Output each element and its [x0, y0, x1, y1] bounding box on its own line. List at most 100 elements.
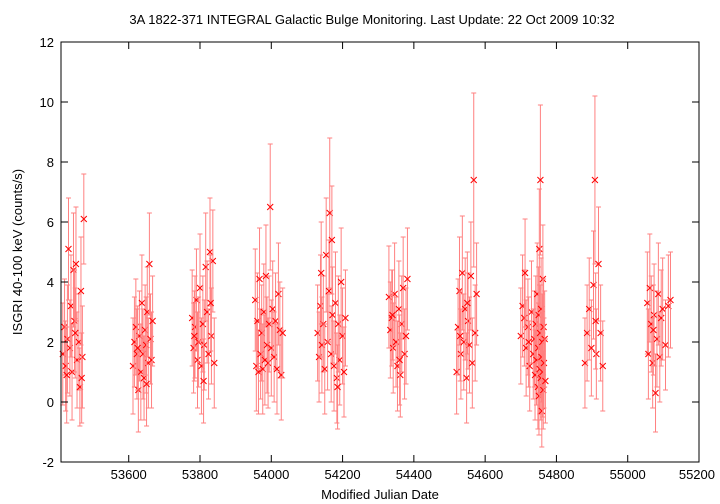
point-marker [463, 299, 471, 307]
point-marker [266, 203, 274, 211]
point-marker [460, 338, 468, 346]
x-axis-label: Modified Julian Date [321, 487, 439, 502]
point-marker [262, 272, 270, 280]
point-marker [540, 359, 548, 367]
data-point [342, 269, 349, 367]
point-marker [146, 260, 153, 268]
point-marker [65, 245, 72, 253]
point-marker [210, 359, 218, 367]
point-marker [662, 341, 669, 349]
point-marker [334, 320, 342, 328]
point-marker [470, 176, 478, 184]
data-point [453, 329, 460, 415]
data-point [194, 311, 201, 409]
data-point [667, 251, 674, 349]
point-marker [402, 332, 410, 340]
data-point [317, 221, 325, 325]
x-tick-label: 54600 [467, 467, 503, 482]
data-point [649, 317, 657, 409]
data-point [277, 329, 285, 421]
point-marker [329, 311, 336, 319]
data-point [314, 284, 321, 382]
point-marker [272, 317, 279, 325]
y-tick-label: 8 [47, 155, 54, 170]
data-point [463, 332, 470, 424]
point-marker [592, 317, 599, 325]
point-marker [199, 320, 207, 328]
data-point [325, 239, 333, 343]
point-marker [72, 260, 80, 268]
point-marker [79, 353, 86, 361]
data-point [78, 332, 86, 424]
data-point [202, 212, 210, 322]
data-series [59, 92, 674, 448]
point-marker [277, 371, 285, 379]
data-point [521, 218, 529, 328]
point-marker [314, 329, 321, 337]
plot-frame [60, 41, 700, 463]
data-point [190, 290, 198, 382]
chart-title: 3A 1822-371 INTEGRAL Galactic Bulge Moni… [129, 12, 614, 27]
data-point [396, 332, 404, 418]
point-marker [645, 350, 652, 358]
point-marker [321, 365, 329, 373]
point-marker [656, 353, 664, 361]
data-point [207, 254, 215, 352]
data-point [653, 290, 661, 388]
data-point [273, 323, 281, 415]
point-marker [649, 359, 657, 367]
point-marker [655, 290, 662, 298]
data-point [334, 344, 341, 430]
data-point [334, 275, 342, 373]
point-marker [646, 284, 654, 292]
point-marker [456, 332, 464, 340]
data-point [148, 311, 155, 409]
data-point [330, 320, 338, 412]
point-marker [453, 368, 460, 376]
point-marker [342, 314, 349, 322]
point-marker [389, 311, 396, 319]
data-point [657, 269, 665, 367]
point-marker [542, 377, 549, 385]
point-marker [468, 359, 476, 367]
data-point [63, 326, 71, 424]
point-marker [77, 287, 85, 295]
y-axis-label: ISGRI 40-100 keV (counts/s) [10, 169, 25, 335]
point-marker [205, 350, 212, 358]
point-marker [269, 305, 277, 313]
data-point [473, 242, 480, 346]
data-point [272, 272, 279, 370]
data-point [199, 275, 207, 373]
data-point [200, 338, 207, 424]
point-marker [588, 344, 595, 352]
point-marker [208, 332, 215, 340]
data-point [402, 287, 410, 385]
point-marker [334, 383, 341, 391]
data-point [457, 308, 465, 400]
point-marker [650, 326, 657, 334]
y-tick-label: 6 [47, 215, 54, 230]
point-marker [273, 365, 281, 373]
data-point [468, 317, 476, 409]
data-point [404, 227, 411, 331]
data-point [80, 173, 88, 265]
data-point [269, 260, 277, 358]
data-point [206, 197, 214, 307]
y-tick-label: 0 [47, 395, 54, 410]
data-point [650, 263, 658, 367]
data-point [464, 272, 472, 370]
data-point [333, 332, 341, 424]
data-point [525, 296, 532, 388]
data-point [463, 251, 471, 355]
point-marker [190, 332, 198, 340]
point-marker [526, 362, 534, 370]
data-point [471, 284, 479, 382]
point-marker [333, 374, 341, 382]
point-marker [71, 329, 79, 337]
x-tick-label: 53600 [111, 467, 147, 482]
point-marker [652, 389, 659, 397]
data-point [322, 197, 330, 313]
data-point [129, 317, 137, 415]
point-marker [317, 269, 325, 277]
